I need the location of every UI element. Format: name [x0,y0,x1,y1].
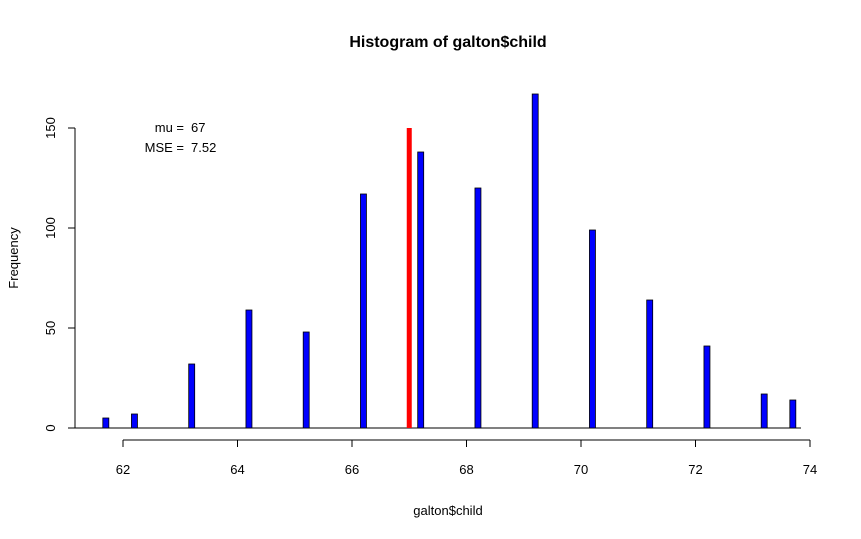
histogram-bar [302,331,310,429]
histogram-bar [760,393,768,429]
histogram-bar [131,413,138,429]
histogram-bar [102,417,110,429]
histogram-bar [360,193,367,429]
mse-label: MSE = [145,140,184,155]
mu-label: mu = [155,120,184,135]
x-tick-label: 70 [574,462,588,477]
mse-value: 7.52 [191,140,216,155]
histogram-bar [245,309,253,429]
histogram-bar [589,229,596,429]
histogram-bar [703,345,711,429]
histogram-bar [789,399,797,429]
y-tick-label: 150 [43,117,58,139]
bars-group [68,93,801,429]
x-tick-label: 68 [459,462,473,477]
chart-title: Histogram of galton$child [349,34,546,51]
x-axis: 62 64 66 68 70 72 74 [116,439,817,477]
y-axis-label: Frequency [6,227,21,289]
histogram-bar [474,187,482,429]
y-tick-label: 100 [43,217,58,239]
histogram-bar [417,151,425,429]
histogram-bar [646,299,654,429]
mu-value: 67 [191,120,205,135]
x-tick-label: 64 [230,462,244,477]
y-tick-label: 50 [43,321,58,335]
histogram-bar [531,93,539,429]
y-tick-label: 0 [43,424,58,431]
y-axis: 0 50 100 150 [43,117,76,432]
x-tick-label: 62 [116,462,130,477]
x-axis-label: galton$child [413,503,482,518]
stats-annotation: mu = 67 MSE = 7.52 [145,120,217,155]
histogram-bar [188,363,196,429]
x-tick-label: 66 [345,462,359,477]
x-tick-label: 74 [803,462,817,477]
x-tick-label: 72 [688,462,702,477]
